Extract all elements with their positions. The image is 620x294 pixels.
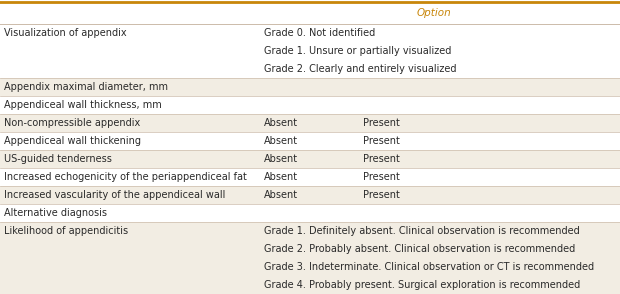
Text: Visualization of appendix: Visualization of appendix bbox=[4, 28, 127, 38]
Bar bbox=[0, 222, 620, 294]
Text: Increased echogenicity of the periappendiceal fat: Increased echogenicity of the periappend… bbox=[4, 172, 247, 182]
Text: Grade 2. Probably absent. Clinical observation is recommended: Grade 2. Probably absent. Clinical obser… bbox=[264, 244, 575, 254]
Bar bbox=[0, 204, 620, 222]
Text: Present: Present bbox=[363, 118, 399, 128]
Text: Grade 4. Probably present. Surgical exploration is recommended: Grade 4. Probably present. Surgical expl… bbox=[264, 280, 580, 290]
Text: Absent: Absent bbox=[264, 136, 298, 146]
Text: Present: Present bbox=[363, 136, 399, 146]
Bar bbox=[0, 114, 620, 132]
Text: Absent: Absent bbox=[264, 154, 298, 164]
Bar bbox=[0, 78, 620, 96]
Bar bbox=[0, 96, 620, 114]
Text: Grade 0. Not identified: Grade 0. Not identified bbox=[264, 28, 374, 38]
Text: Appendiceal wall thickening: Appendiceal wall thickening bbox=[4, 136, 141, 146]
Bar bbox=[0, 168, 620, 186]
Text: Appendix maximal diameter, mm: Appendix maximal diameter, mm bbox=[4, 82, 169, 92]
Text: Likelihood of appendicitis: Likelihood of appendicitis bbox=[4, 226, 128, 236]
Text: Present: Present bbox=[363, 190, 399, 200]
Text: Alternative diagnosis: Alternative diagnosis bbox=[4, 208, 107, 218]
Text: Increased vascularity of the appendiceal wall: Increased vascularity of the appendiceal… bbox=[4, 190, 226, 200]
Text: Appendiceal wall thickness, mm: Appendiceal wall thickness, mm bbox=[4, 100, 162, 110]
Text: Present: Present bbox=[363, 154, 399, 164]
Text: Present: Present bbox=[363, 172, 399, 182]
Bar bbox=[0, 186, 620, 204]
Text: US-guided tenderness: US-guided tenderness bbox=[4, 154, 112, 164]
Bar bbox=[0, 24, 620, 78]
Text: Non-compressible appendix: Non-compressible appendix bbox=[4, 118, 141, 128]
Bar bbox=[0, 150, 620, 168]
Text: Grade 1. Unsure or partially visualized: Grade 1. Unsure or partially visualized bbox=[264, 46, 451, 56]
Text: Absent: Absent bbox=[264, 172, 298, 182]
Bar bbox=[0, 132, 620, 150]
Text: Grade 1. Definitely absent. Clinical observation is recommended: Grade 1. Definitely absent. Clinical obs… bbox=[264, 226, 579, 236]
Text: Absent: Absent bbox=[264, 190, 298, 200]
Bar bbox=[0, 2, 620, 24]
Text: Absent: Absent bbox=[264, 118, 298, 128]
Text: Option: Option bbox=[417, 8, 451, 18]
Text: Grade 3. Indeterminate. Clinical observation or CT is recommended: Grade 3. Indeterminate. Clinical observa… bbox=[264, 262, 593, 272]
Text: Grade 2. Clearly and entirely visualized: Grade 2. Clearly and entirely visualized bbox=[264, 64, 456, 74]
